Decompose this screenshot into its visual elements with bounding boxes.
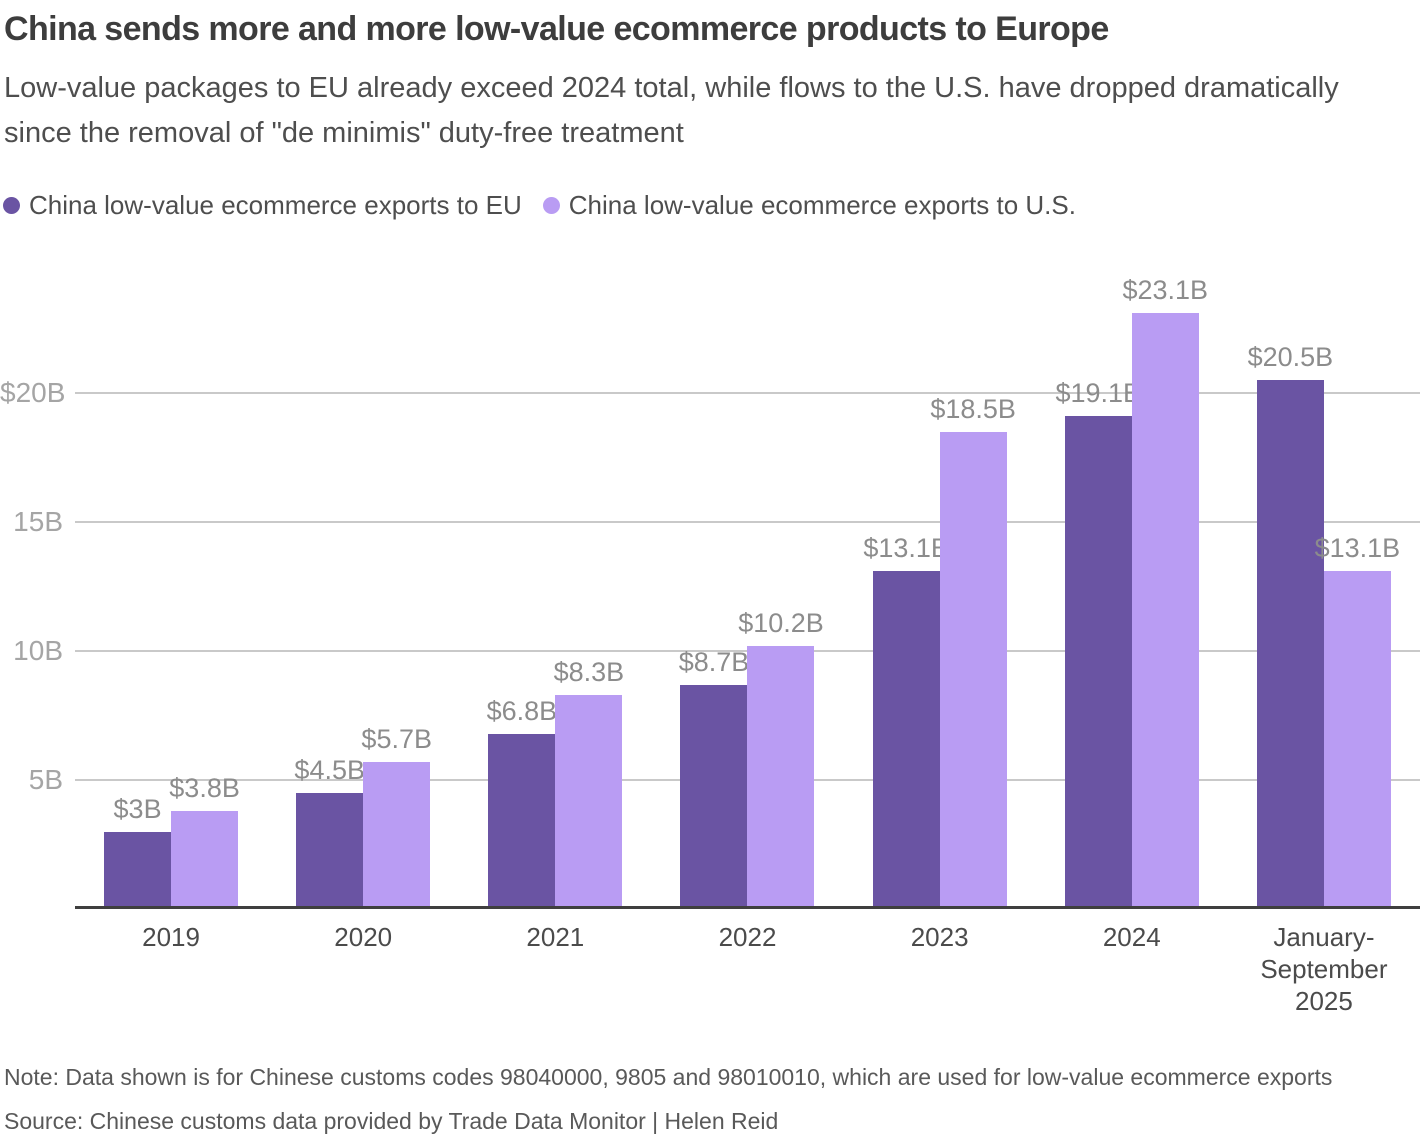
chart-title: China sends more and more low-value ecom… bbox=[4, 10, 1109, 48]
bar-value-label-us-2024: $23.1B bbox=[1122, 275, 1209, 305]
gridline-20B bbox=[75, 392, 1420, 395]
bar-group-2021: $6.8B $8.3B bbox=[459, 255, 651, 909]
bar-eu-2020: $4.5B bbox=[294, 755, 365, 909]
bar-value-label-us-january-september-2025: $13.1B bbox=[1314, 533, 1401, 563]
note-text: Note: Data shown is for Chinese customs … bbox=[4, 1064, 1333, 1090]
x-tick-label-2023: 2023 bbox=[910, 922, 969, 952]
bar-value-label-us-2021: $8.3B bbox=[553, 656, 625, 687]
bar-groups: $3B $3.8B $4.5B $5.7B $6.8B $8.3B $8.7B $10.2B $… bbox=[75, 255, 1420, 909]
bar-eu-2021: $6.8B bbox=[487, 696, 557, 909]
legend: China low-value ecommerce exports to EU … bbox=[3, 190, 1076, 221]
plot-area: 5B 10B 15B $20B $3B $3.8B $4.5B $5.7B $6.8B $8.3B… bbox=[0, 255, 1420, 909]
bar-value-label-us-2019: $3.8B bbox=[169, 773, 240, 803]
bar-us-2022: $10.2B bbox=[738, 608, 824, 909]
chart-subtitle: Low-value packages to EU already exceed … bbox=[4, 72, 1339, 149]
y-tick-label-20B: $20B bbox=[0, 377, 66, 409]
y-tick-label-5B: 5B bbox=[28, 764, 63, 796]
bar-eu-2023: $13.1B bbox=[863, 533, 949, 909]
bar-group-2024: $19.1B $23.1B bbox=[1036, 255, 1228, 909]
x-tick-label-2020: 2020 bbox=[334, 922, 393, 952]
gridline-15B bbox=[75, 521, 1420, 524]
bar-value-label-eu-2021: $6.8B bbox=[486, 695, 558, 726]
bar-eu-2024: $19.1B bbox=[1055, 378, 1141, 909]
legend-dot-us-icon bbox=[542, 197, 560, 214]
bar-us-2021: $8.3B bbox=[554, 657, 624, 909]
bar-group-2020: $4.5B $5.7B bbox=[267, 255, 459, 909]
x-axis-labels: 2019 2020 2021 2022 2023 2024 January-Septembe… bbox=[75, 921, 1420, 1017]
source-text: Source: Chinese customs data provided by… bbox=[4, 1108, 779, 1134]
x-tick-label-2021: 2021 bbox=[526, 922, 585, 952]
bar-us-2023: $18.5B bbox=[930, 394, 1016, 909]
legend-dot-eu-icon bbox=[3, 197, 20, 214]
legend-item-us: China low-value ecommerce exports to U.S… bbox=[542, 190, 1076, 221]
bar-value-label-eu-2023: $13.1B bbox=[863, 533, 949, 563]
x-tick-label-2022: 2022 bbox=[718, 922, 777, 952]
bar-group-2019: $3B $3.8B bbox=[75, 255, 267, 909]
bar-eu-2019: $3B bbox=[104, 794, 172, 909]
bar-value-label-us-2022: $10.2B bbox=[738, 607, 824, 638]
bar-value-label-us-2023: $18.5B bbox=[930, 393, 1016, 424]
bar-eu-2022: $8.7B bbox=[679, 647, 749, 909]
x-tick-label-2019: 2019 bbox=[142, 922, 200, 952]
bar-us-2024: $23.1B bbox=[1122, 275, 1208, 909]
legend-item-eu: China low-value ecommerce exports to EU bbox=[3, 190, 522, 221]
bar-us-january-september-2025: $13.1B bbox=[1315, 533, 1400, 909]
bar-value-label-eu-2022: $8.7B bbox=[678, 646, 750, 677]
bar-value-label-us-2020: $5.7B bbox=[361, 723, 432, 754]
bar-value-label-eu-2024: $19.1B bbox=[1055, 378, 1142, 409]
bar-us-2019: $3.8B bbox=[169, 773, 240, 909]
bar-group-2022: $8.7B $10.2B bbox=[651, 255, 843, 909]
y-tick-label-15B: 15B bbox=[13, 506, 63, 538]
bar-value-label-eu-2020: $4.5B bbox=[294, 754, 365, 785]
bar-us-2020: $5.7B bbox=[361, 724, 432, 909]
x-tick-label-2024: 2024 bbox=[1102, 922, 1161, 952]
x-axis-line bbox=[75, 906, 1420, 909]
y-tick-label-10B: 10B bbox=[13, 635, 63, 667]
bar-value-label-eu-2019: $3B bbox=[113, 793, 162, 824]
legend-label-eu: China low-value ecommerce exports to EU bbox=[29, 190, 522, 220]
x-tick-label-january-september-2025: January-September 2025 bbox=[1260, 922, 1388, 1016]
bar-group-2023: $13.1B $18.5B bbox=[844, 255, 1036, 909]
bar-value-label-eu-january-september-2025: $20.5B bbox=[1247, 342, 1334, 373]
legend-label-us: China low-value ecommerce exports to U.S… bbox=[568, 190, 1076, 220]
bar-eu-january-september-2025: $20.5B bbox=[1248, 342, 1333, 909]
bar-group-january-september-2025: $20.5B $13.1B bbox=[1228, 255, 1420, 909]
